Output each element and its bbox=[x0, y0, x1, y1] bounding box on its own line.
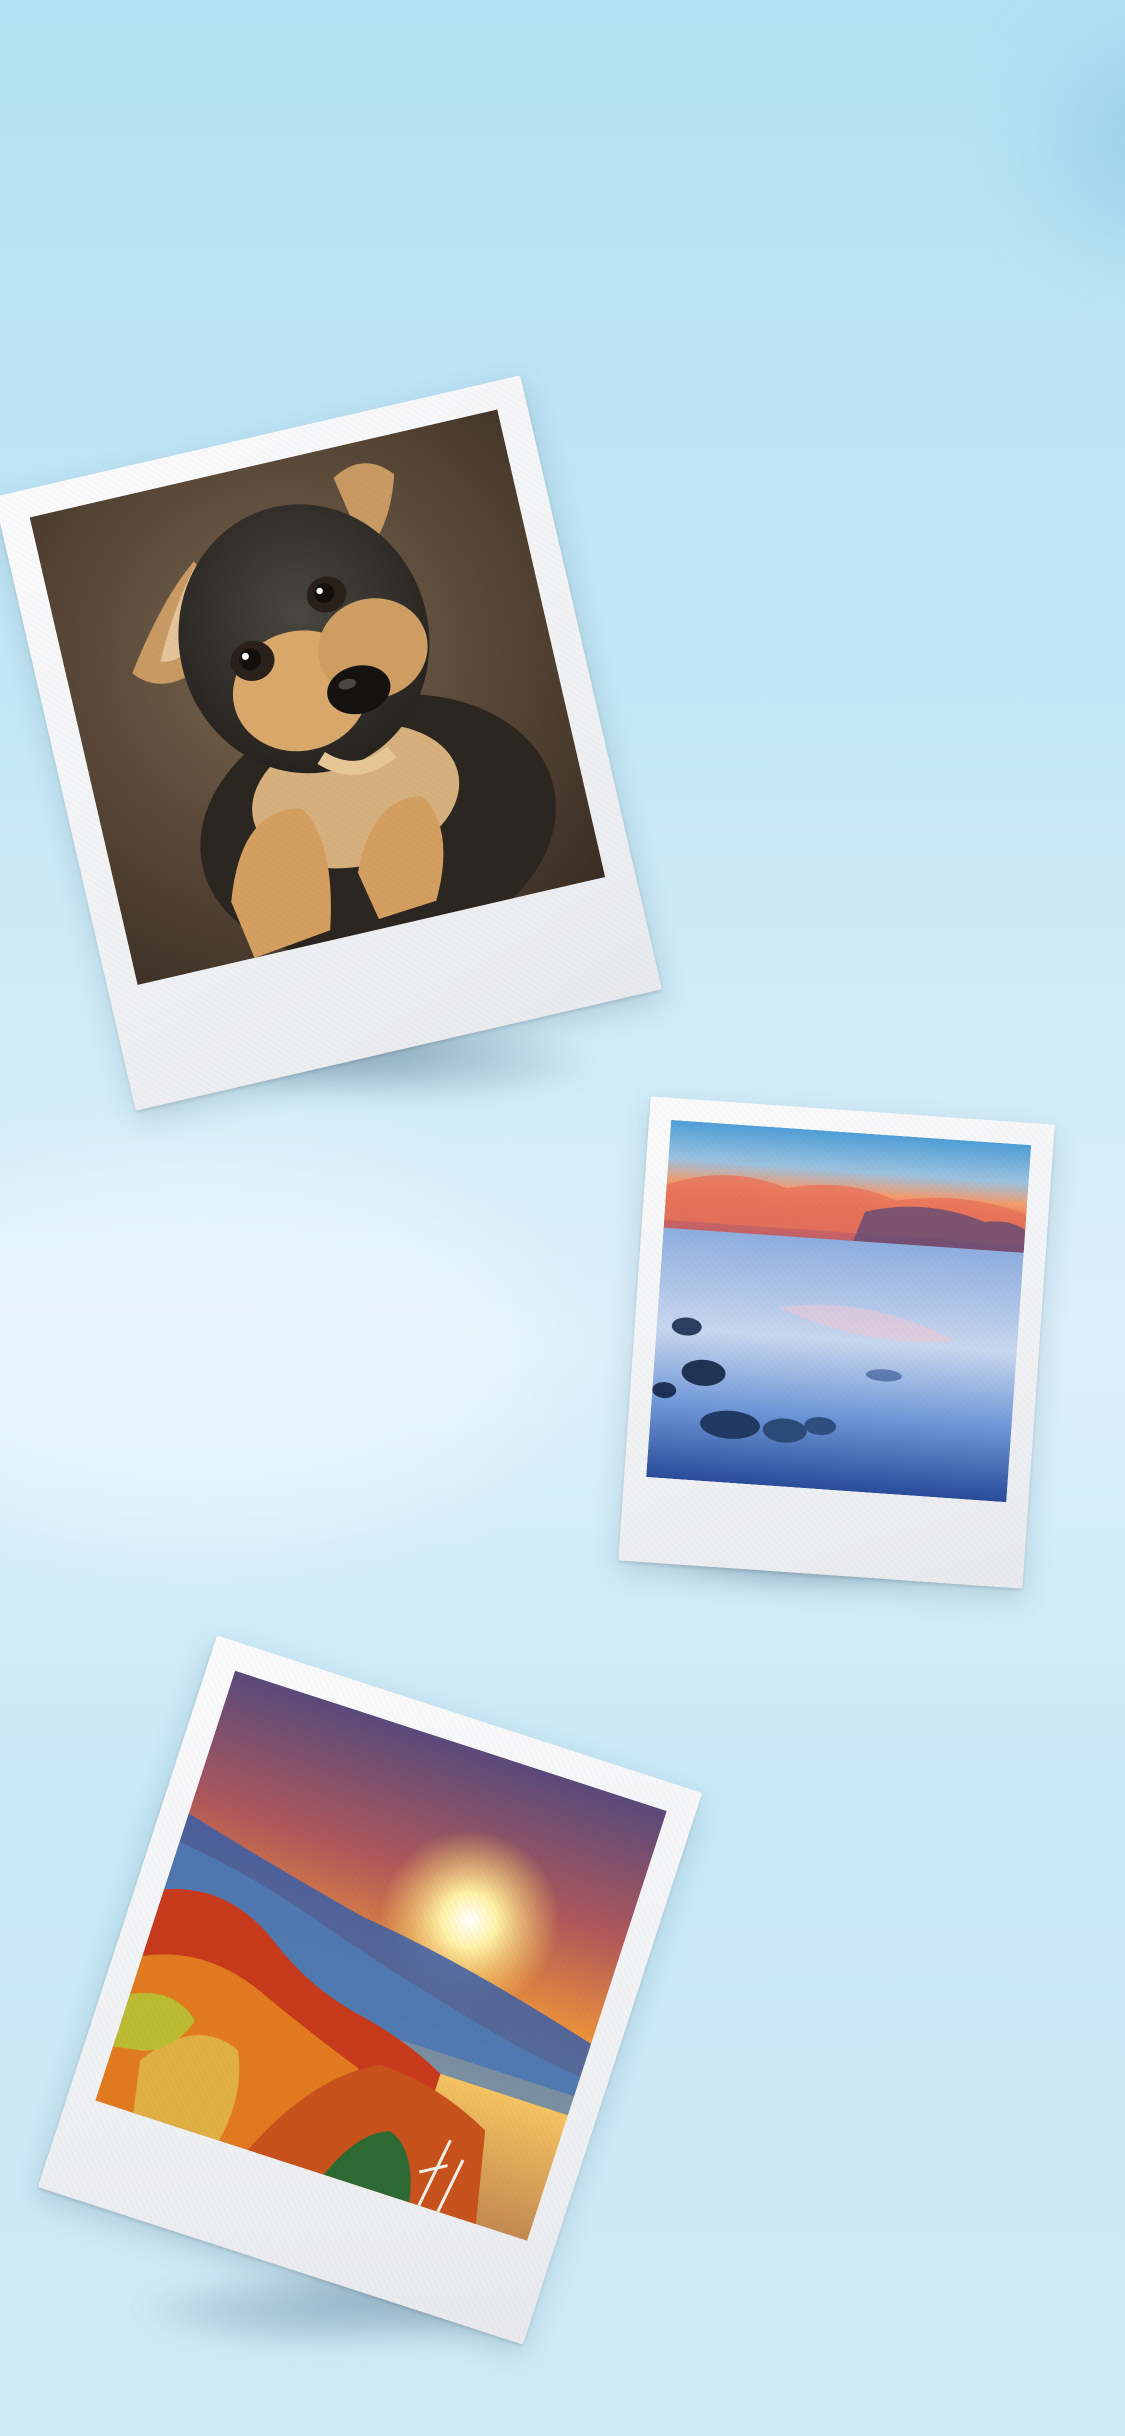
background-glow bbox=[0, 1150, 550, 1550]
autumn-image bbox=[95, 1670, 667, 2241]
polaroid-sea[interactable] bbox=[618, 1096, 1055, 1589]
dog-image bbox=[29, 409, 606, 986]
sea-photo bbox=[646, 1119, 1032, 1503]
polaroid-dog[interactable] bbox=[0, 375, 662, 1111]
background-glow bbox=[1050, 40, 1125, 240]
polaroid-autumn[interactable] bbox=[37, 1635, 703, 2345]
sea-image bbox=[646, 1119, 1032, 1503]
dog-photo bbox=[29, 409, 606, 986]
autumn-photo bbox=[95, 1670, 667, 2241]
